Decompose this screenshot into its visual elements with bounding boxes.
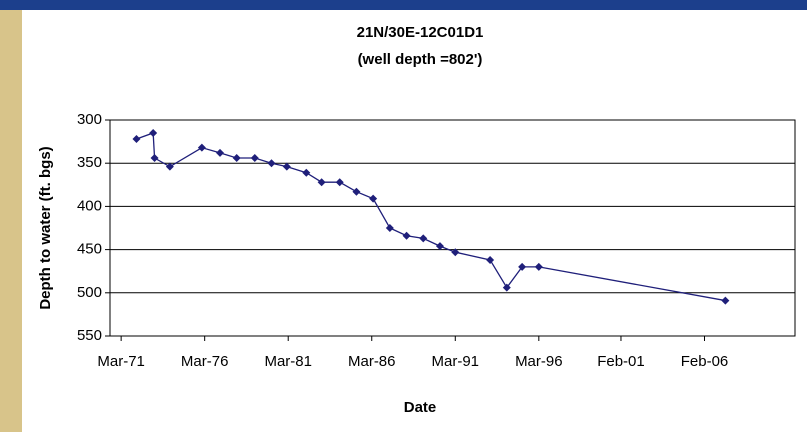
y-tick-label: 400 <box>77 197 102 214</box>
data-point <box>250 154 259 163</box>
x-axis-title: Date <box>404 399 437 416</box>
x-tick-label: Mar-81 <box>264 353 312 370</box>
x-tick-label: Mar-71 <box>97 353 145 370</box>
data-point <box>502 283 511 292</box>
data-point <box>402 231 411 240</box>
data-point <box>232 154 241 163</box>
data-point <box>721 296 730 305</box>
data-point <box>165 162 174 171</box>
data-point <box>518 262 527 271</box>
y-tick-label: 550 <box>77 327 102 344</box>
data-point <box>486 255 495 264</box>
data-point <box>150 154 159 163</box>
data-point <box>317 178 326 187</box>
x-tick-label: Mar-96 <box>515 353 563 370</box>
x-tick-label: Feb-06 <box>681 353 729 370</box>
x-tick-label: Feb-01 <box>597 353 645 370</box>
data-point <box>385 224 394 232</box>
y-tick-label: 500 <box>77 284 102 301</box>
data-point <box>419 234 428 243</box>
data-point <box>369 194 378 203</box>
x-tick-label: Mar-86 <box>348 353 396 370</box>
x-tick-label: Mar-76 <box>181 353 229 370</box>
y-tick-label: 350 <box>77 154 102 171</box>
y-axis-title: Depth to water (ft. bgs) <box>37 146 54 309</box>
y-tick-label: 450 <box>77 241 102 258</box>
data-point <box>149 128 158 137</box>
chart-area <box>22 10 807 432</box>
chart-subtitle: (well depth =802') <box>358 51 483 68</box>
chart-title: 21N/30E-12C01D1 <box>357 24 484 41</box>
plot-border <box>109 119 796 337</box>
x-tick-label: Mar-91 <box>432 353 480 370</box>
data-point <box>267 159 276 168</box>
data-point <box>352 187 361 196</box>
data-point <box>534 262 543 271</box>
data-point <box>215 148 224 157</box>
y-tick-label: 300 <box>77 111 102 128</box>
data-point <box>302 168 311 177</box>
top-band <box>0 0 807 10</box>
data-point <box>197 143 206 152</box>
data-point <box>335 178 344 187</box>
data-point <box>132 135 141 144</box>
data-point <box>451 248 460 257</box>
data-point <box>435 242 444 251</box>
data-point <box>282 162 291 171</box>
